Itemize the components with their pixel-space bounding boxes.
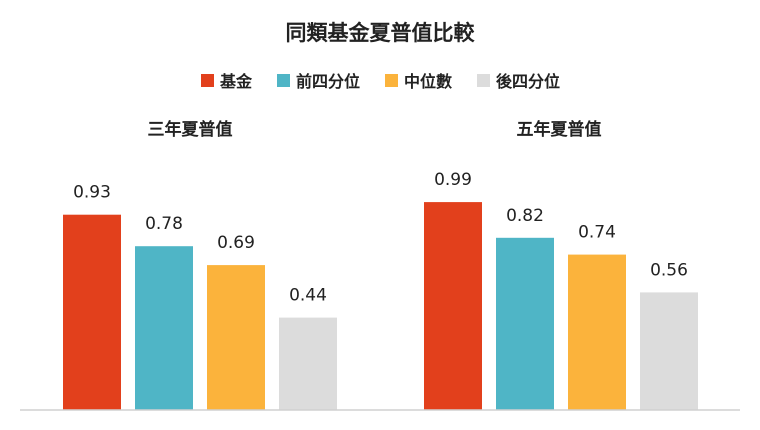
bar-groups: 三年夏普值 0.93 0.78 0.69 0.44 五年夏普值 0.99 0.82 0.74 0.… [63, 119, 698, 410]
data-label: 0.82 [506, 206, 544, 226]
bar [640, 292, 698, 410]
data-label: 0.44 [289, 286, 327, 306]
bar [207, 265, 265, 410]
data-label: 0.99 [434, 170, 472, 190]
bar [424, 202, 482, 410]
chart-title: 同類基金夏普值比較 [286, 21, 476, 45]
bar-group: 三年夏普值 0.93 0.78 0.69 0.44 [63, 119, 337, 410]
bar [496, 237, 554, 410]
bar [63, 214, 121, 410]
legend-item: 後四分位 [477, 72, 560, 91]
data-label: 0.56 [650, 260, 688, 280]
legend-swatch [277, 74, 290, 87]
group-title: 五年夏普值 [517, 119, 602, 140]
legend-label: 後四分位 [496, 72, 560, 91]
bar [568, 254, 626, 410]
legend-label: 中位數 [404, 72, 452, 91]
bar [279, 317, 337, 410]
legend-item: 基金 [201, 72, 253, 91]
legend-label: 基金 [219, 72, 253, 91]
legend-swatch [385, 74, 398, 87]
legend-swatch [201, 74, 214, 87]
legend-item: 前四分位 [277, 72, 360, 91]
data-label: 0.69 [217, 233, 255, 253]
data-label: 0.78 [145, 214, 183, 234]
data-label: 0.93 [73, 183, 111, 203]
legend: 基金 前四分位 中位數 後四分位 [201, 72, 560, 91]
legend-item: 中位數 [385, 72, 452, 91]
bar-group: 五年夏普值 0.99 0.82 0.74 0.56 [424, 119, 698, 410]
legend-label: 前四分位 [296, 72, 360, 91]
data-label: 0.74 [578, 223, 616, 243]
group-title: 三年夏普值 [148, 119, 233, 140]
bar [135, 246, 193, 410]
legend-swatch [477, 74, 490, 87]
